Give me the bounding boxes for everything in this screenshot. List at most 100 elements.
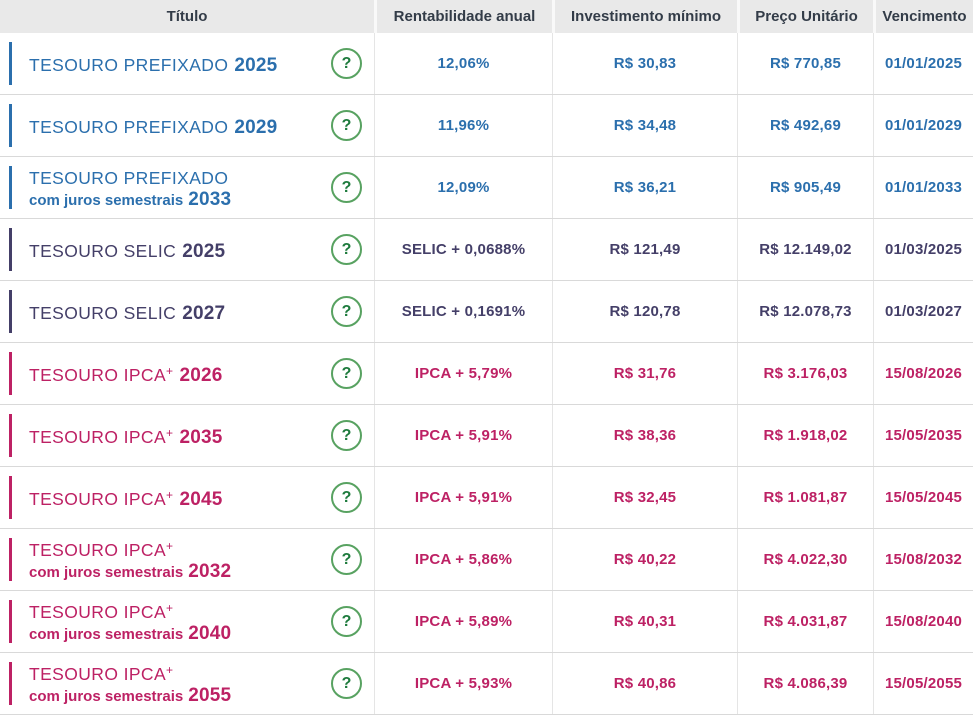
row-accent-bar [9,42,12,85]
table-row[interactable]: TESOURO PREFIXADO 2025 ? 12,06% R$ 30,83 … [0,33,973,95]
plus-icon: + [166,364,174,378]
bond-title-cell: TESOURO SELIC 2027 ? [0,281,374,342]
bond-title-line1: TESOURO IPCA+ [29,536,231,561]
help-button[interactable]: ? [331,172,362,203]
bond-year: 2025 [234,55,278,76]
column-header-titulo: Título [166,8,208,25]
unit-price-cell: R$ 4.022,30 [737,529,873,590]
row-accent-bar [9,104,12,147]
maturity-cell: 01/03/2027 [873,281,973,342]
bond-title-cell: TESOURO IPCA+ com juros semestrais 2040 ? [0,591,374,652]
bond-name: TESOURO IPCA [29,427,167,447]
min-investment-cell: R$ 40,22 [552,529,737,590]
bond-title-cell: TESOURO IPCA+ 2026 ? [0,343,374,404]
bond-subtitle-text: com juros semestrais [29,626,184,643]
table-row[interactable]: TESOURO IPCA+ 2045 ? IPCA + 5,91% R$ 32,4… [0,467,973,529]
help-button[interactable]: ? [331,110,362,141]
maturity-cell: 15/08/2026 [873,343,973,404]
question-mark-icon: ? [341,488,352,506]
bond-year: 2045 [179,489,223,510]
row-accent-bar [9,662,12,705]
maturity-cell: 15/08/2032 [873,529,973,590]
table-row[interactable]: TESOURO PREFIXADO com juros semestrais 20… [0,157,973,219]
rate-cell: SELIC + 0,0688% [374,219,552,280]
bond-subtitle-year: 2033 [188,189,232,210]
plus-icon: + [166,663,174,677]
min-investment-cell: R$ 40,31 [552,591,737,652]
bond-title-cell: TESOURO SELIC 2025 ? [0,219,374,280]
bond-title-line1: TESOURO IPCA+ 2026 [29,361,223,386]
table-row[interactable]: TESOURO PREFIXADO 2029 ? 11,96% R$ 34,48 … [0,95,973,157]
min-investment-cell: R$ 121,49 [552,219,737,280]
help-button[interactable]: ? [331,296,362,327]
plus-icon: + [166,601,174,615]
min-investment-cell: R$ 38,36 [552,405,737,466]
table-row[interactable]: TESOURO IPCA+ com juros semestrais 2040 ?… [0,591,973,653]
table-body: TESOURO PREFIXADO 2025 ? 12,06% R$ 30,83 … [0,33,973,715]
min-investment-cell: R$ 120,78 [552,281,737,342]
bond-title: TESOURO IPCA+ com juros semestrais 2040 [29,598,231,645]
bond-title-line1: TESOURO IPCA+ 2045 [29,485,223,510]
bond-name: TESOURO IPCA [29,664,167,684]
bond-name: TESOURO SELIC [29,303,177,323]
bond-title: TESOURO IPCA+ 2035 [29,423,223,448]
bond-title-cell: TESOURO PREFIXADO com juros semestrais 20… [0,157,374,218]
bond-title: TESOURO IPCA+ com juros semestrais 2032 [29,536,231,583]
bond-year: 2035 [179,427,223,448]
unit-price-cell: R$ 770,85 [737,33,873,94]
rate-cell: 12,06% [374,33,552,94]
help-button[interactable]: ? [331,606,362,637]
help-button[interactable]: ? [331,234,362,265]
help-button[interactable]: ? [331,358,362,389]
bond-title-line1: TESOURO PREFIXADO 2029 [29,113,277,138]
bond-subtitle-text: com juros semestrais [29,564,184,581]
help-button[interactable]: ? [331,420,362,451]
bond-subtitle-text: com juros semestrais [29,688,184,705]
table-row[interactable]: TESOURO SELIC 2027 ? SELIC + 0,1691% R$ 1… [0,281,973,343]
bond-year: 2026 [179,365,223,386]
maturity-cell: 15/05/2045 [873,467,973,528]
rate-cell: IPCA + 5,89% [374,591,552,652]
table-row[interactable]: TESOURO SELIC 2025 ? SELIC + 0,0688% R$ 1… [0,219,973,281]
table-row[interactable]: TESOURO IPCA+ 2035 ? IPCA + 5,91% R$ 38,3… [0,405,973,467]
bond-name: TESOURO IPCA [29,365,167,385]
row-accent-bar [9,228,12,271]
bond-name: TESOURO IPCA [29,540,167,560]
min-investment-cell: R$ 36,21 [552,157,737,218]
unit-price-cell: R$ 12.078,73 [737,281,873,342]
bond-title: TESOURO PREFIXADO 2025 [29,51,277,76]
bond-name: TESOURO PREFIXADO [29,168,229,188]
help-button[interactable]: ? [331,48,362,79]
bond-title: TESOURO SELIC 2025 [29,237,225,262]
maturity-cell: 15/05/2035 [873,405,973,466]
question-mark-icon: ? [341,426,352,444]
help-button[interactable]: ? [331,668,362,699]
bond-title: TESOURO IPCA+ 2045 [29,485,223,510]
help-button[interactable]: ? [331,482,362,513]
question-mark-icon: ? [341,550,352,568]
rate-cell: IPCA + 5,86% [374,529,552,590]
table-row[interactable]: TESOURO IPCA+ com juros semestrais 2032 ?… [0,529,973,591]
row-accent-bar [9,166,12,209]
min-investment-cell: R$ 34,48 [552,95,737,156]
bond-subtitle-year: 2040 [188,623,232,644]
table-row[interactable]: TESOURO IPCA+ com juros semestrais 2055 ?… [0,653,973,715]
question-mark-icon: ? [341,674,352,692]
unit-price-cell: R$ 4.086,39 [737,653,873,714]
table-row[interactable]: TESOURO IPCA+ 2026 ? IPCA + 5,79% R$ 31,7… [0,343,973,405]
bond-subtitle: com juros semestrais 2055 [29,685,231,707]
bond-title-line1: TESOURO SELIC 2027 [29,299,225,324]
maturity-cell: 01/03/2025 [873,219,973,280]
bond-title: TESOURO PREFIXADO com juros semestrais 20… [29,164,234,211]
bond-title-line1: TESOURO PREFIXADO [29,164,234,189]
bond-name: TESOURO IPCA [29,489,167,509]
table-header: Título Rentabilidade anual Investimento … [0,0,973,33]
unit-price-cell: R$ 1.081,87 [737,467,873,528]
maturity-cell: 15/08/2040 [873,591,973,652]
unit-price-cell: R$ 905,49 [737,157,873,218]
question-mark-icon: ? [341,116,352,134]
bond-subtitle-text: com juros semestrais [29,192,184,209]
bond-subtitle-year: 2055 [188,685,232,706]
help-button[interactable]: ? [331,544,362,575]
